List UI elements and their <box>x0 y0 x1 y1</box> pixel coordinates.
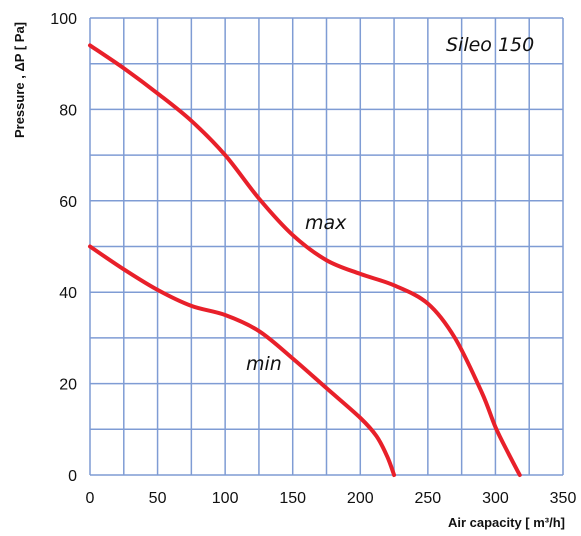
y-tick-labels: 0 20 40 60 80 100 <box>50 11 77 485</box>
x-tick-label: 300 <box>482 490 509 507</box>
x-tick-labels: 0 50 100 150 200 250 300 350 <box>86 490 577 507</box>
x-tick-label: 100 <box>212 490 239 507</box>
y-tick-label: 100 <box>50 11 77 28</box>
y-tick-label: 80 <box>59 102 77 119</box>
grid <box>89 17 564 476</box>
x-axis-label: Air capacity [ m³/h] <box>448 515 565 530</box>
x-tick-label: 250 <box>415 490 442 507</box>
curves <box>88 43 522 477</box>
x-tick-label: 150 <box>279 490 306 507</box>
series-line-min <box>88 244 397 477</box>
y-tick-label: 20 <box>59 377 77 394</box>
y-tick-label: 40 <box>59 285 77 302</box>
series-label-max: max <box>305 212 347 234</box>
x-tick-label: 350 <box>550 490 577 507</box>
x-tick-label: 0 <box>86 490 95 507</box>
x-tick-label: 50 <box>149 490 167 507</box>
x-tick-label: 200 <box>347 490 374 507</box>
series-line-max <box>88 43 522 477</box>
chart-title: Sileo 150 <box>446 34 534 56</box>
y-tick-label: 60 <box>59 194 77 211</box>
y-axis-label: Pressure , ΔP [ Pa] <box>12 22 27 138</box>
series-label-min: min <box>246 353 282 375</box>
y-tick-label: 0 <box>68 468 77 485</box>
